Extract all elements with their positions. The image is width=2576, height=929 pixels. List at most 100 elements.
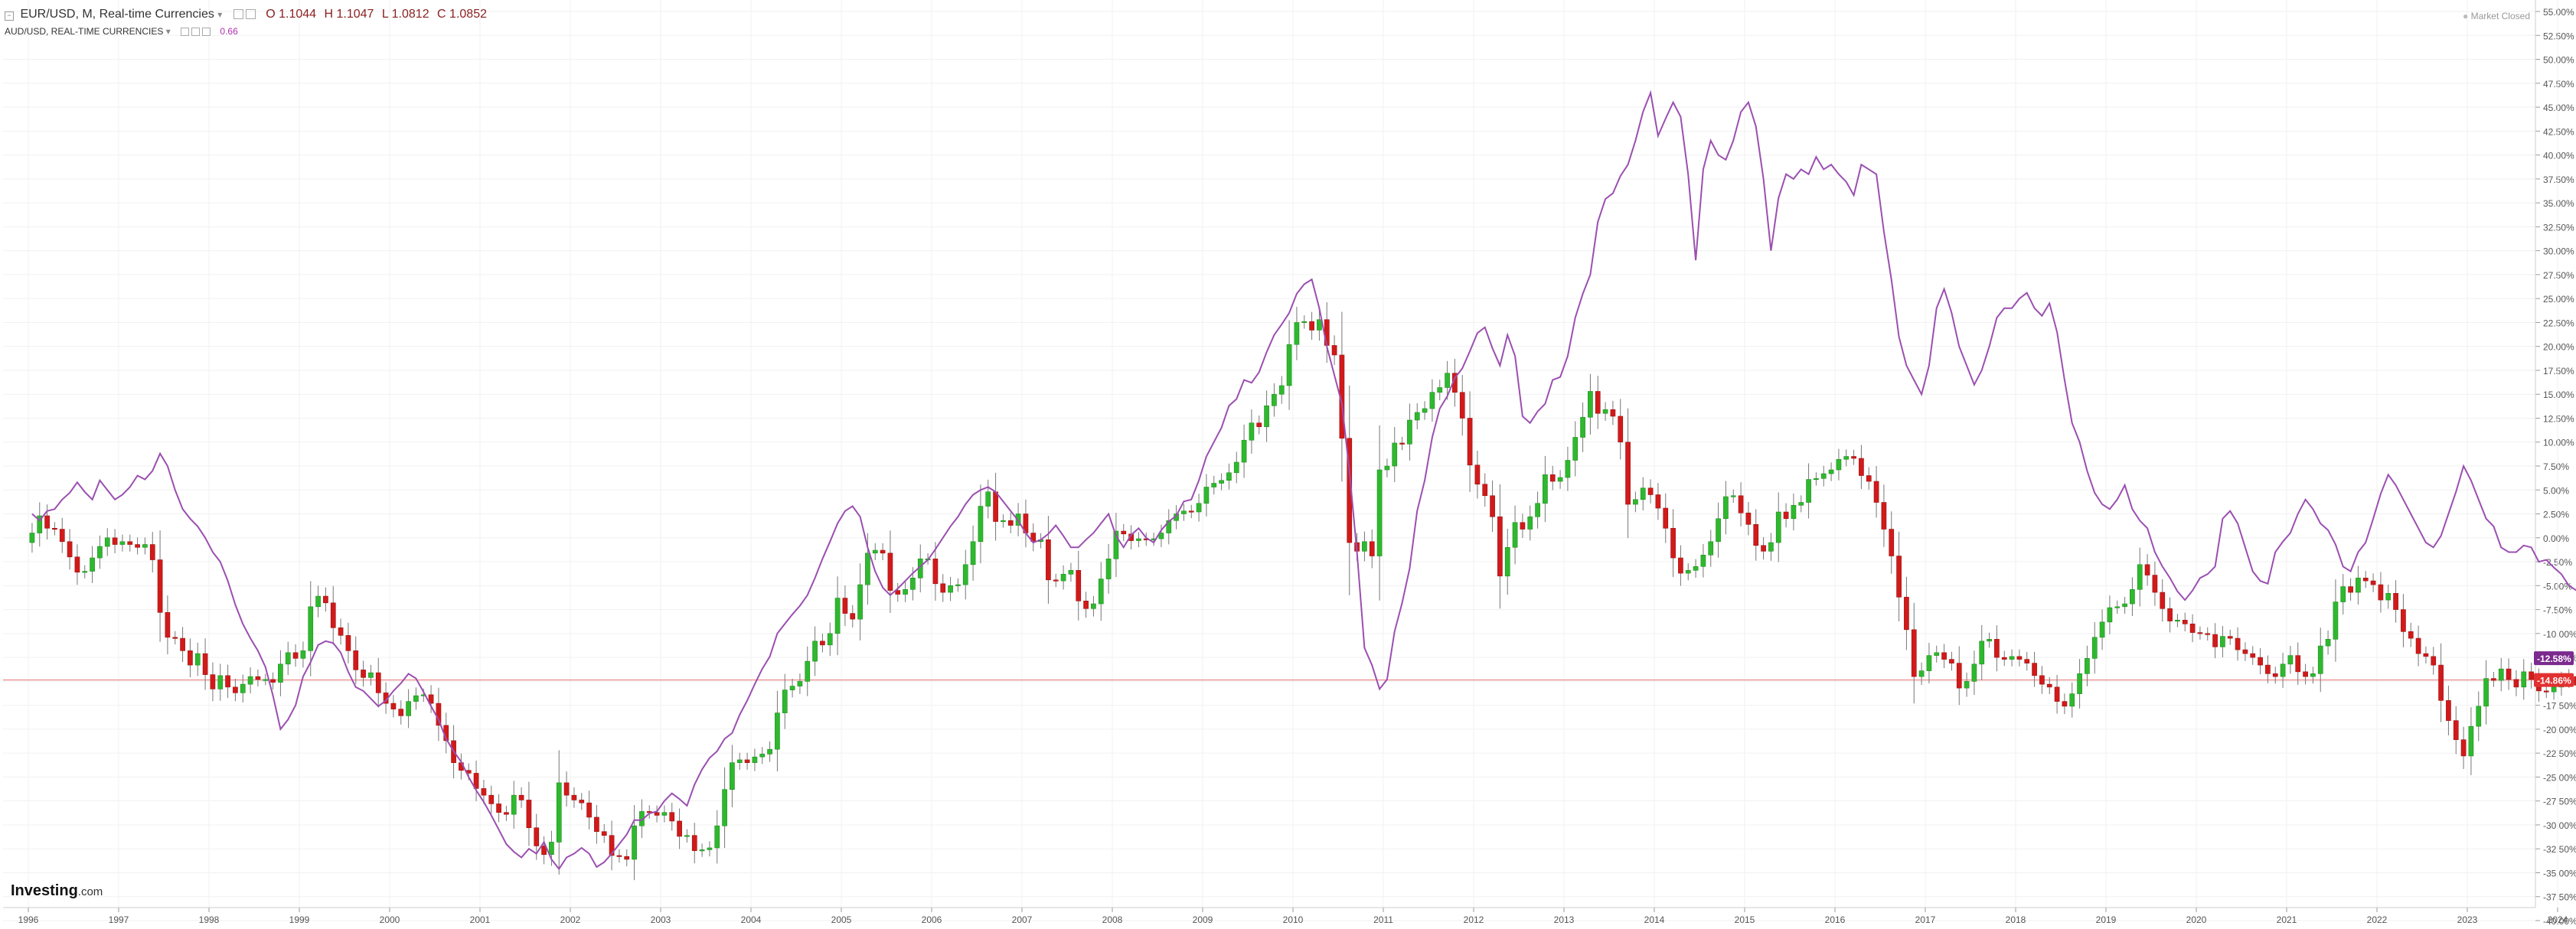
compare-series-title[interactable]: AUD/USD, REAL-TIME CURRENCIES (5, 26, 164, 37)
candle (29, 533, 35, 543)
candle (1445, 373, 1450, 388)
collapse-icon[interactable]: − (5, 11, 14, 21)
candle (2529, 671, 2534, 680)
candle (1625, 442, 1631, 505)
candle (677, 820, 682, 837)
y-tick-label: 15.00% (2543, 390, 2574, 400)
candle (880, 549, 886, 554)
candle (632, 825, 637, 860)
x-tick-label: 1996 (18, 914, 39, 925)
candle (278, 663, 283, 683)
y-tick-label: -40.00% (2543, 916, 2576, 925)
candle (2325, 639, 2331, 647)
candle (609, 835, 615, 856)
y-tick-label: 10.00% (2543, 438, 2574, 448)
candle (2295, 655, 2301, 673)
candle (1376, 469, 1383, 556)
candle (2401, 609, 2406, 632)
candle (1949, 659, 1954, 663)
candle (805, 660, 811, 682)
close-icon[interactable] (202, 28, 211, 37)
candle (1219, 480, 1224, 484)
y-tick-label: -22.50% (2543, 748, 2576, 759)
visibility-icon[interactable] (181, 28, 190, 37)
candle (1181, 510, 1187, 514)
candle (406, 701, 411, 716)
main-series-legend[interactable]: − EUR/USD, M, Real-time Currencies ▾ O 1… (5, 8, 487, 21)
candle (624, 856, 630, 860)
investing-logo[interactable]: Investing.com (11, 882, 103, 900)
y-tick-label: -32.50% (2543, 844, 2576, 855)
candle (2107, 607, 2113, 623)
x-tick-label: 2013 (1554, 914, 1575, 925)
candle (2205, 633, 2211, 635)
candle (74, 556, 80, 573)
candle (1647, 487, 1654, 495)
candle (2574, 676, 2576, 686)
candle (1459, 392, 1465, 419)
candle (361, 670, 366, 678)
candle (571, 794, 577, 800)
candle (52, 527, 57, 530)
x-tick-label: 2003 (651, 914, 671, 925)
candle (1987, 639, 1992, 642)
y-tick-label: 22.50% (2543, 318, 2574, 328)
x-tick-label: 2011 (1373, 914, 1393, 925)
candle (1775, 511, 1781, 543)
candle (1565, 460, 1571, 478)
candle (2227, 636, 2233, 639)
candle (473, 773, 479, 789)
candle (1655, 494, 1661, 509)
candle (1730, 495, 1736, 497)
candle (1105, 559, 1112, 579)
candle (1188, 510, 1194, 513)
main-series-dropdown-icon[interactable]: ▾ (217, 9, 223, 20)
candle (2258, 657, 2263, 666)
candle (2167, 608, 2173, 621)
candle (59, 529, 65, 543)
candle (714, 825, 720, 849)
candle (1941, 652, 1947, 660)
y-tick-label: -25.00% (2543, 772, 2576, 783)
candle (1241, 439, 1247, 463)
candle (1474, 464, 1481, 485)
candle (1384, 465, 1390, 471)
candle (135, 544, 140, 548)
candle (1317, 319, 1322, 331)
candle (2468, 725, 2474, 757)
high-value: H 1.1047 (324, 8, 374, 21)
compare-series-legend[interactable]: AUD/USD, REAL-TIME CURRENCIES ▾ 0.66 (5, 26, 238, 37)
candle (202, 653, 208, 675)
settings-icon[interactable] (233, 9, 243, 20)
logo-suffix: .com (77, 885, 103, 898)
compare-series-dropdown-icon[interactable]: ▾ (165, 26, 171, 37)
main-series-title[interactable]: EUR/USD, M, Real-time Currencies (20, 8, 214, 21)
candle (842, 598, 848, 614)
candle (1610, 409, 1616, 417)
candle (2182, 620, 2188, 624)
y-tick-label: 5.00% (2543, 485, 2569, 496)
candle (1535, 503, 1540, 517)
candle (1745, 512, 1752, 525)
candle (775, 712, 780, 750)
settings-icon[interactable] (191, 28, 201, 37)
y-tick-label: 30.00% (2543, 246, 2574, 257)
candle (1046, 539, 1051, 581)
candle (601, 831, 607, 836)
candle (948, 585, 953, 593)
candle (1068, 570, 1074, 575)
y-tick-label: 0.00% (2543, 533, 2569, 544)
candle (691, 835, 697, 852)
candle (1956, 663, 1962, 689)
candle (315, 595, 321, 608)
candle (233, 686, 238, 693)
candle (2009, 656, 2015, 660)
candle (744, 759, 750, 763)
x-tick-label: 2020 (2186, 914, 2207, 925)
candle (2077, 673, 2082, 694)
y-tick-label: -10.00% (2543, 629, 2576, 640)
candle (2189, 624, 2196, 633)
close-icon[interactable] (245, 9, 256, 20)
x-tick-label: 2021 (2277, 914, 2297, 925)
